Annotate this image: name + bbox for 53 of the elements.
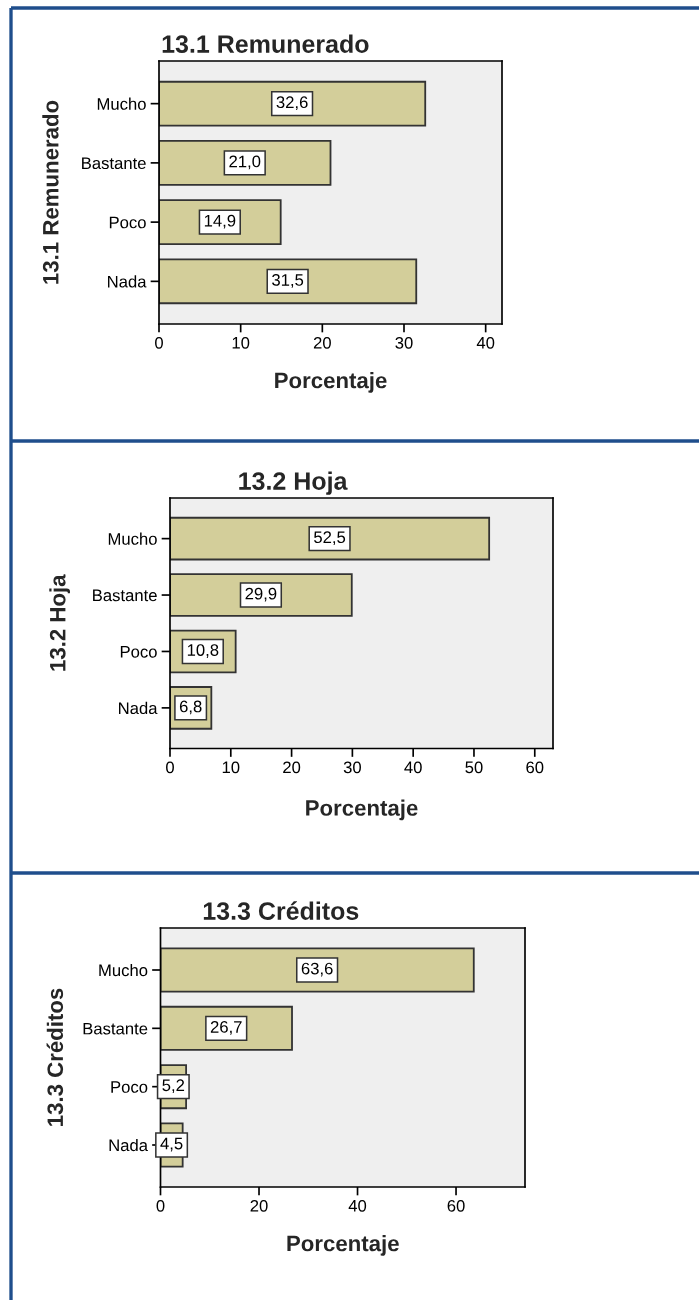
data-label: 21,0: [229, 155, 261, 170]
x-tick-label: 60: [447, 1199, 465, 1212]
x-axis-title: Porcentaje: [275, 372, 387, 393]
data-label: 10,8: [187, 644, 219, 658]
x-axis-title: Porcentaje: [306, 799, 418, 821]
x-tick-label: 40: [348, 1199, 367, 1212]
x-tick-label: 60: [526, 761, 544, 774]
data-label: 31,5: [272, 274, 304, 288]
y-tick-label: Mucho: [97, 97, 146, 110]
data-label: 52,5: [314, 531, 346, 546]
bar: [160, 947, 475, 993]
y-tick-label: Nada: [108, 275, 147, 288]
y-tick-label: Mucho: [99, 963, 148, 977]
y-axis-title: 13.1 Remunerado: [42, 100, 59, 284]
data-label: 5,2: [162, 1079, 185, 1094]
x-tick-label: 30: [343, 761, 361, 774]
data-label: 32,6: [276, 96, 308, 111]
chart-title: 13.3 Créditos: [203, 901, 359, 920]
x-tick-label: 40: [476, 336, 495, 349]
x-tick-label: 0: [166, 761, 174, 774]
x-tick-label: 10: [232, 336, 250, 349]
x-tick-label: 20: [283, 761, 301, 774]
y-tick-label: Bastante: [93, 589, 157, 602]
data-label: 6,8: [179, 700, 202, 715]
x-tick-label: 0: [156, 1199, 165, 1212]
x-tick-label: 10: [222, 761, 240, 774]
x-tick-label: 0: [155, 336, 163, 349]
data-label: 63,6: [301, 962, 333, 977]
y-axis-title: 13.3 Créditos: [46, 988, 64, 1126]
data-label: 4,5: [160, 1137, 183, 1152]
y-tick-label: Nada: [119, 701, 158, 715]
x-tick-label: 40: [404, 761, 422, 774]
y-tick-label: Mucho: [108, 532, 157, 545]
chart-title: 13.2 Hoja: [239, 471, 348, 495]
data-label: 29,9: [245, 587, 277, 602]
data-label: 14,9: [204, 214, 236, 229]
chart-title: 13.1 Remunerado: [162, 34, 369, 53]
y-axis-title: 13.2 Hoja: [49, 574, 70, 671]
x-tick-label: 30: [395, 336, 413, 349]
data-label: 26,7: [210, 1021, 242, 1035]
y-tick-label: Bastante: [82, 157, 146, 170]
y-tick-label: Poco: [111, 1081, 148, 1093]
y-tick-label: Poco: [109, 216, 146, 229]
bar: [159, 80, 427, 127]
bar: [159, 258, 418, 305]
x-axis-title: Porcentaje: [287, 1235, 399, 1256]
x-tick-label: 50: [465, 761, 483, 774]
y-tick-label: Bastante: [83, 1022, 148, 1035]
x-tick-label: 20: [313, 336, 331, 349]
bar: [170, 516, 491, 561]
y-tick-label: Poco: [120, 646, 157, 658]
x-tick-label: 20: [250, 1199, 268, 1212]
y-tick-label: Nada: [109, 1138, 148, 1152]
